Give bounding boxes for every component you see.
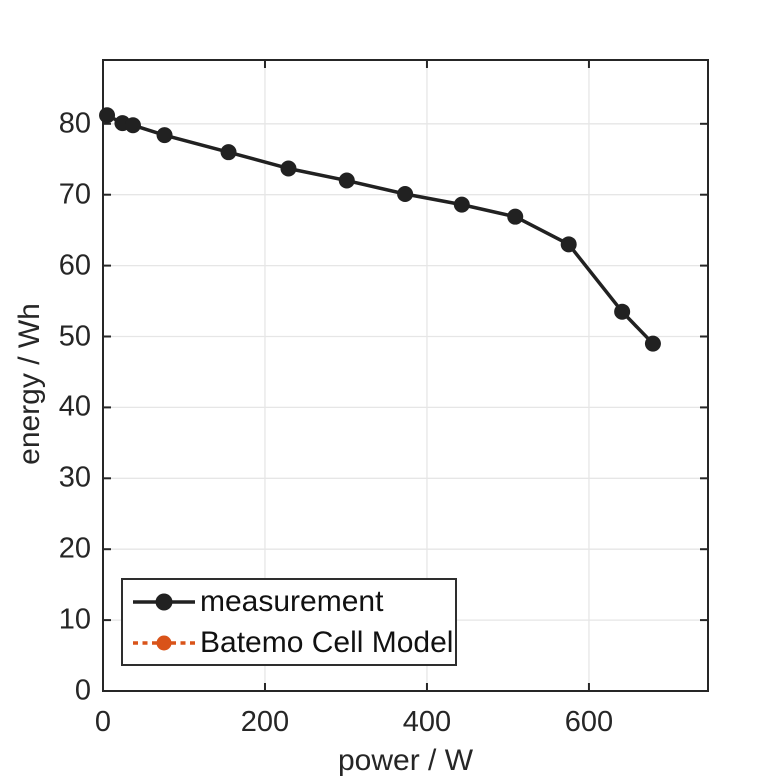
- batemo-model-line-sample: [133, 635, 195, 650]
- y-tick-label: 30: [58, 461, 91, 494]
- legend-label-measurement: measurement: [200, 584, 384, 618]
- measurement-line-sample: [133, 593, 195, 610]
- y-tick-label: 50: [58, 320, 91, 352]
- y-tick-label: 80: [58, 107, 91, 140]
- x-tick-label: 0: [94, 706, 112, 738]
- y-tick-label: 0: [74, 674, 91, 707]
- y-tick-label: 60: [58, 249, 91, 282]
- y-tick-label: 20: [58, 532, 91, 565]
- y-tick-label: 40: [58, 390, 91, 423]
- legend-item-measurement: measurement: [131, 581, 455, 622]
- y-tick-label: 10: [58, 603, 91, 636]
- x-tick-label: 200: [240, 706, 290, 738]
- x-axis-label: power / W: [337, 744, 474, 777]
- x-tick-label: 600: [564, 706, 614, 738]
- y-tick-label: 70: [58, 178, 91, 211]
- x-tick-label: 400: [402, 706, 452, 738]
- y-axis-label: energy / Wh: [13, 303, 46, 465]
- legend: measurement Batemo Cell Model: [121, 578, 457, 666]
- legend-item-batemo-cell-model: Batemo Cell Model: [131, 622, 455, 663]
- legend-label-batemo-cell-model: Batemo Cell Model: [200, 625, 454, 659]
